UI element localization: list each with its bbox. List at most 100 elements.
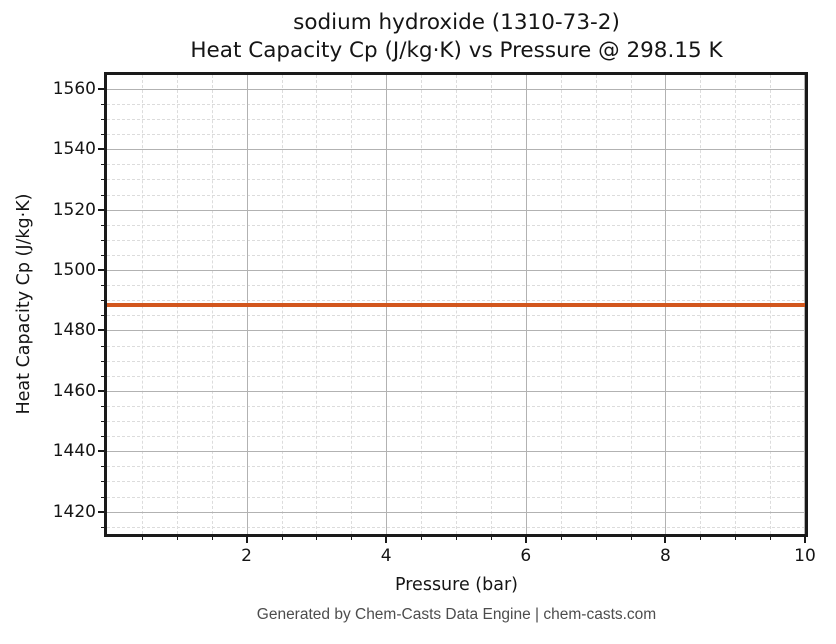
gridline-minor-y — [107, 254, 805, 256]
x-tick-minor — [700, 537, 702, 540]
x-tick-minor — [421, 537, 423, 540]
gridline-major-y — [107, 511, 805, 513]
y-tick-label: 1540 — [52, 139, 96, 160]
gridline-minor-y — [107, 345, 805, 347]
gridline-minor-y — [107, 496, 805, 498]
x-tick-major — [245, 537, 248, 543]
y-tick-minor — [101, 164, 104, 166]
chart-title-line1: sodium hydroxide (1310-73-2) — [293, 10, 620, 35]
y-tick-minor — [101, 119, 104, 121]
x-tick-minor — [560, 537, 562, 540]
y-tick-minor — [101, 300, 104, 302]
chart-title-line2: Heat Capacity Cp (J/kg·K) vs Pressure @ … — [190, 38, 723, 63]
y-tick-major — [98, 148, 104, 151]
y-tick-minor — [101, 239, 104, 241]
y-tick-minor — [101, 436, 104, 438]
gridline-minor-y — [107, 179, 805, 181]
y-tick-minor — [101, 254, 104, 256]
y-tick-minor — [101, 481, 104, 483]
y-tick-minor — [101, 194, 104, 196]
x-tick-minor — [211, 537, 213, 540]
y-tick-minor — [101, 375, 104, 377]
x-tick-label: 4 — [380, 546, 392, 566]
y-tick-minor — [101, 360, 104, 362]
gridline-minor-y — [107, 405, 805, 407]
y-tick-minor — [101, 134, 104, 136]
gridline-minor-y — [107, 375, 805, 377]
y-tick-minor — [101, 315, 104, 317]
gridline-minor-y — [107, 315, 805, 317]
gridline-minor-y — [107, 360, 805, 362]
x-tick-minor — [735, 537, 737, 540]
y-tick-major — [98, 269, 104, 272]
y-tick-label: 1560 — [52, 78, 96, 99]
x-tick-minor — [141, 537, 143, 540]
gridline-minor-y — [107, 421, 805, 423]
gridline-major-y — [107, 390, 805, 392]
y-tick-major — [98, 450, 104, 453]
gridline-minor-y — [107, 134, 805, 136]
y-tick-minor — [101, 179, 104, 181]
plot-area — [104, 72, 808, 537]
y-tick-major — [98, 510, 104, 513]
x-tick-minor — [770, 537, 772, 540]
y-tick-minor — [101, 285, 104, 287]
y-tick-major — [98, 329, 104, 332]
gridline-minor-y — [107, 119, 805, 121]
y-tick-label: 1480 — [52, 320, 96, 341]
y-tick-minor — [101, 224, 104, 226]
y-tick-minor — [101, 103, 104, 105]
y-tick-label: 1420 — [52, 501, 96, 522]
y-tick-major — [98, 87, 104, 90]
x-tick-minor — [630, 537, 632, 540]
series-line — [107, 303, 805, 308]
x-axis-label: Pressure (bar) — [395, 575, 518, 595]
x-tick-major — [524, 537, 527, 543]
gridline-major-y — [107, 88, 805, 90]
gridline-minor-y — [107, 285, 805, 287]
y-tick-minor — [101, 526, 104, 528]
y-tick-label: 1520 — [52, 199, 96, 220]
x-tick-label: 6 — [520, 546, 532, 566]
x-tick-minor — [316, 537, 318, 540]
gridline-minor-y — [107, 239, 805, 241]
x-tick-label: 2 — [241, 546, 252, 566]
x-tick-minor — [281, 537, 283, 540]
x-tick-major — [385, 537, 388, 543]
x-tick-major — [664, 537, 667, 543]
y-tick-major — [98, 208, 104, 211]
gridline-major-y — [107, 149, 805, 151]
gridline-minor-y — [107, 481, 805, 483]
y-tick-label: 1440 — [52, 441, 96, 462]
x-tick-minor — [351, 537, 353, 540]
x-tick-minor — [595, 537, 597, 540]
y-tick-minor — [101, 345, 104, 347]
x-tick-label: 8 — [659, 546, 671, 566]
x-tick-major — [804, 537, 806, 543]
x-tick-label: 10 — [794, 546, 816, 566]
y-tick-label: 1500 — [52, 260, 96, 281]
y-tick-minor — [101, 466, 104, 468]
x-tick-minor — [456, 537, 457, 540]
y-tick-minor — [101, 496, 104, 498]
y-tick-major — [98, 389, 104, 392]
gridline-minor-y — [107, 194, 805, 196]
gridline-minor-y — [107, 436, 805, 438]
gridline-major-y — [107, 209, 805, 211]
gridline-minor-y — [107, 300, 805, 302]
y-tick-minor — [101, 405, 104, 407]
y-tick-label: 1460 — [52, 380, 96, 401]
gridline-minor-y — [107, 224, 805, 226]
gridline-minor-y — [107, 526, 805, 528]
gridline-major-y — [107, 330, 805, 332]
gridline-major-y — [107, 270, 805, 272]
gridline-minor-y — [107, 466, 805, 468]
gridline-major-y — [107, 451, 805, 453]
gridline-minor-y — [107, 103, 805, 105]
gridline-minor-y — [107, 164, 805, 166]
y-tick-minor — [101, 421, 104, 423]
x-tick-minor — [490, 537, 492, 540]
x-tick-minor — [176, 537, 178, 540]
footer-credit: Generated by Chem-Casts Data Engine | ch… — [256, 606, 657, 623]
chart-title: sodium hydroxide (1310-73-2) Heat Capaci… — [77, 9, 836, 65]
